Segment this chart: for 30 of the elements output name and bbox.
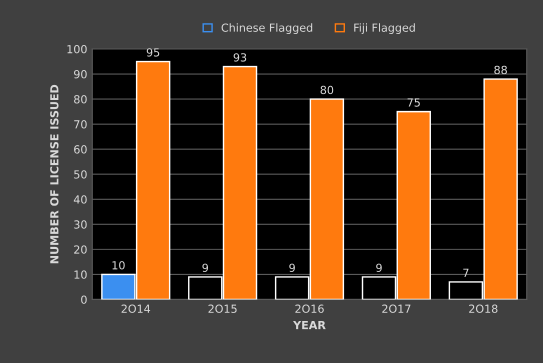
data-label: 9	[376, 264, 382, 272]
y-tick-label: 100	[67, 44, 87, 54]
data-label: 9	[289, 264, 295, 272]
x-tick-label: 2O17	[382, 304, 410, 313]
x-axis-title: YEAR	[293, 320, 326, 330]
data-label: 88	[494, 66, 507, 74]
data-label: 9	[202, 264, 208, 272]
y-tick-label: 0	[81, 295, 87, 304]
y-axis-title: NUMBER OF LICENSE ISSUED	[50, 84, 59, 264]
y-tick-label: 90	[74, 70, 87, 78]
y-tick-label: 50	[74, 170, 87, 179]
data-label: 95	[146, 48, 160, 57]
data-label: 80	[320, 86, 334, 94]
x-tick-label: 2O16	[295, 304, 324, 313]
legend-label: Fiji Flagged	[354, 23, 415, 34]
y-tick-label: 30	[74, 220, 87, 229]
y-tick-label: 10	[74, 270, 87, 279]
data-label: 7	[463, 268, 468, 277]
x-tick-label: 2O18	[469, 304, 498, 313]
y-tick-label: 20	[74, 245, 87, 254]
x-tick-label: 2O15	[208, 304, 237, 313]
data-label: 10	[112, 261, 125, 270]
y-tick-label: 40	[74, 195, 87, 204]
legend-label: Chinese Flagged	[222, 23, 312, 34]
x-tick-label: 2O14	[122, 304, 150, 313]
y-tick-label: 80	[74, 95, 87, 104]
data-label: 93	[234, 53, 246, 62]
data-label: 75	[408, 98, 420, 107]
y-tick-label: 60	[74, 145, 87, 154]
y-tick-label: 70	[74, 120, 87, 129]
